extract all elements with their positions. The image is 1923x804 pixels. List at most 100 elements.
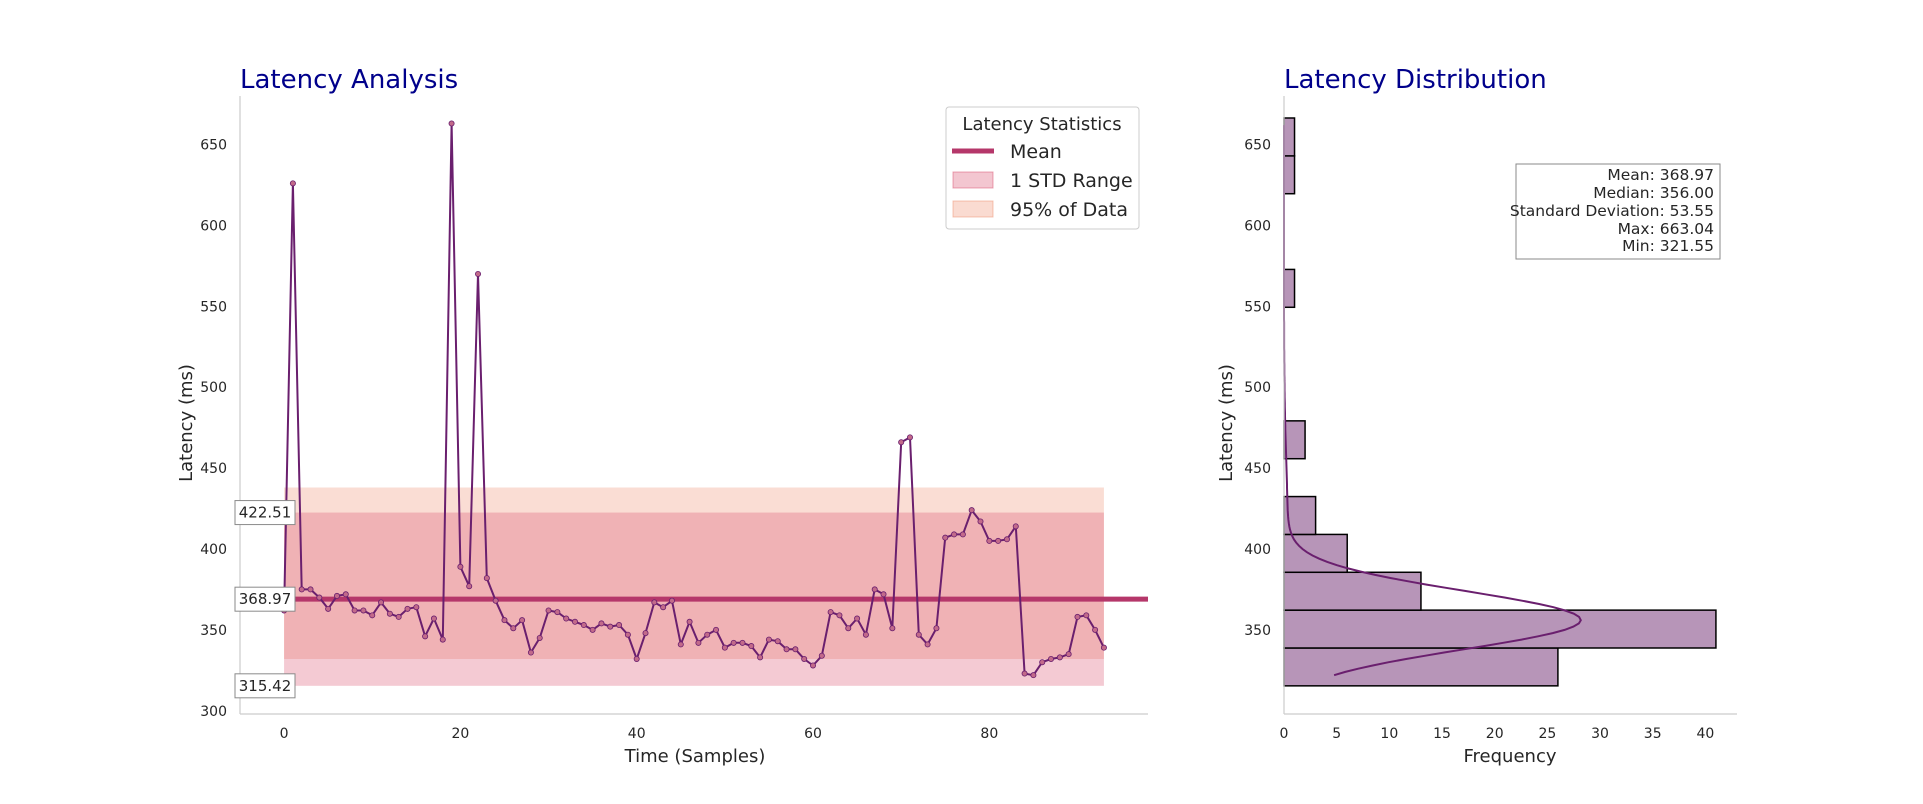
right-x-axis-label: Frequency bbox=[1464, 746, 1557, 767]
stats-std: Standard Deviation: 53.55 bbox=[1510, 202, 1714, 220]
stats-box: Mean: 368.97 Median: 356.00 Standard Dev… bbox=[1510, 163, 1721, 260]
data-point bbox=[563, 615, 570, 622]
y-tick-label: 550 bbox=[1244, 299, 1271, 315]
annotation-text: 422.51 bbox=[239, 504, 292, 522]
data-point bbox=[862, 631, 869, 638]
stats-box-frame bbox=[1515, 163, 1721, 260]
x-tick-label: 15 bbox=[1433, 726, 1451, 742]
data-point bbox=[651, 599, 658, 606]
data-point bbox=[757, 654, 764, 661]
data-point bbox=[986, 537, 993, 544]
data-point bbox=[1021, 670, 1028, 677]
data-point bbox=[810, 662, 817, 669]
data-point bbox=[307, 586, 314, 593]
stats-min: Min: 321.55 bbox=[1622, 237, 1714, 255]
data-point bbox=[527, 649, 534, 656]
histogram-bar bbox=[1283, 571, 1422, 611]
y-tick-label: 350 bbox=[200, 623, 227, 639]
y-tick-label: 600 bbox=[200, 218, 227, 234]
stats-mean: Mean: 368.97 bbox=[1607, 166, 1714, 184]
annotation-box bbox=[234, 673, 296, 699]
data-point bbox=[386, 610, 393, 617]
legend-std-swatch bbox=[952, 171, 994, 189]
data-point bbox=[492, 597, 499, 604]
data-point bbox=[1048, 655, 1055, 662]
data-point bbox=[765, 636, 772, 643]
bands-layer bbox=[284, 487, 1104, 686]
annotations-layer: 422.51 368.97 315.42 bbox=[234, 500, 296, 699]
value-annotation: 315.42 bbox=[234, 673, 296, 699]
histogram-bar bbox=[1283, 420, 1306, 460]
data-point bbox=[792, 646, 799, 653]
data-point bbox=[430, 615, 437, 622]
data-point bbox=[642, 630, 649, 637]
y-tick-label: 500 bbox=[200, 380, 227, 396]
ticks-layer: 0 5 10 15 20 25 30 35 40 350 400 450 500 550 600 650 bbox=[1244, 138, 1714, 742]
data-point bbox=[404, 605, 411, 612]
legend-95-swatch bbox=[952, 200, 994, 218]
x-tick-label: 25 bbox=[1538, 726, 1556, 742]
data-point bbox=[395, 613, 402, 620]
data-point bbox=[298, 586, 305, 593]
x-tick-label: 40 bbox=[628, 726, 646, 742]
data-point bbox=[1092, 626, 1099, 633]
data-point bbox=[1083, 612, 1090, 619]
annotation-text: 315.42 bbox=[239, 677, 292, 695]
y-tick-label: 350 bbox=[1244, 623, 1271, 639]
histogram-bar bbox=[1283, 647, 1559, 687]
data-point bbox=[1065, 651, 1072, 658]
legend: Latency Statistics Mean 1 STD Range 95% … bbox=[945, 106, 1140, 230]
data-point bbox=[977, 518, 984, 525]
data-point bbox=[924, 641, 931, 648]
data-point bbox=[889, 625, 896, 632]
y-tick-label: 450 bbox=[200, 461, 227, 477]
data-point bbox=[351, 607, 358, 614]
legend-std-label: 1 STD Range bbox=[1010, 170, 1133, 192]
left-chart-title: Latency Analysis bbox=[240, 65, 458, 95]
data-point bbox=[607, 623, 614, 630]
data-point bbox=[325, 605, 332, 612]
data-point bbox=[942, 534, 949, 541]
data-point bbox=[598, 620, 605, 627]
data-point bbox=[951, 531, 958, 538]
y-tick-label: 650 bbox=[1244, 138, 1271, 154]
data-point bbox=[871, 586, 878, 593]
data-point bbox=[660, 604, 667, 611]
data-point bbox=[906, 434, 913, 441]
y-tick-label: 400 bbox=[1244, 542, 1271, 558]
data-point bbox=[422, 633, 429, 640]
data-point bbox=[880, 591, 887, 598]
data-point bbox=[801, 655, 808, 662]
stats-max: Max: 663.04 bbox=[1618, 220, 1714, 238]
data-point bbox=[616, 622, 623, 629]
histogram-bar bbox=[1283, 268, 1296, 309]
annotation-text: 368.97 bbox=[239, 590, 292, 608]
data-point bbox=[968, 507, 975, 514]
data-point bbox=[448, 120, 455, 127]
ticks-layer: 0 20 40 60 80 300 350 400 450 500 550 600 650 bbox=[200, 138, 998, 742]
data-point bbox=[721, 644, 728, 651]
data-point bbox=[783, 646, 790, 653]
data-point bbox=[695, 639, 702, 646]
x-tick-label: 80 bbox=[980, 726, 998, 742]
data-point bbox=[818, 652, 825, 659]
data-point bbox=[686, 618, 693, 625]
data-point bbox=[510, 625, 517, 632]
data-point bbox=[571, 618, 578, 625]
data-point bbox=[360, 607, 367, 614]
left-x-axis-label: Time (Samples) bbox=[624, 746, 766, 767]
data-point bbox=[545, 607, 552, 614]
data-point bbox=[501, 617, 508, 624]
data-point bbox=[915, 631, 922, 638]
x-tick-label: 5 bbox=[1332, 726, 1341, 742]
data-point bbox=[580, 622, 587, 629]
stats-median: Median: 356.00 bbox=[1593, 184, 1714, 202]
x-tick-label: 60 bbox=[804, 726, 822, 742]
points-layer bbox=[281, 120, 1107, 679]
data-point bbox=[475, 270, 482, 277]
latency-series-line bbox=[283, 122, 1105, 677]
data-point bbox=[333, 592, 340, 599]
data-point bbox=[536, 634, 543, 641]
data-point bbox=[959, 531, 966, 538]
